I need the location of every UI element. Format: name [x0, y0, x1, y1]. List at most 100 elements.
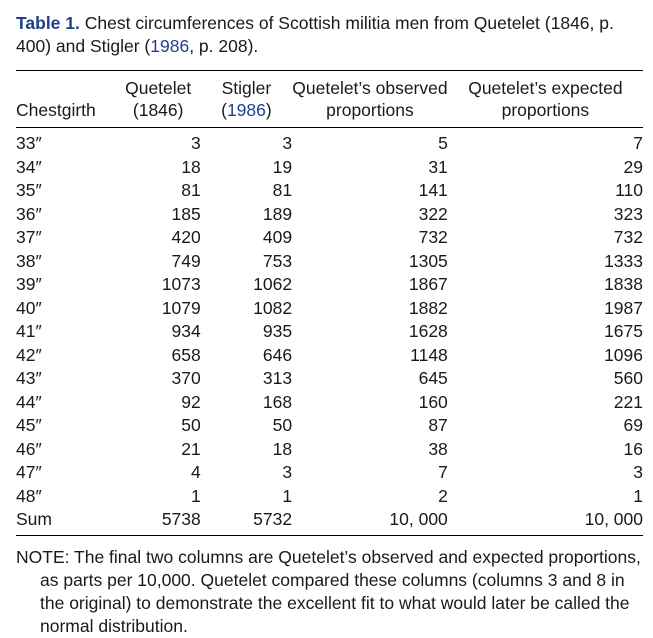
cell-stigler: 1082: [253, 297, 293, 318]
cell-stigler: 50: [272, 415, 293, 435]
cell-chestgirth: 40″: [16, 297, 42, 318]
top-rule: [16, 70, 643, 71]
cell-chestgirth: 39″: [16, 274, 42, 294]
header-quetelet: Quetelet (1846): [116, 71, 201, 127]
header-chestgirth-text: Chestgirth: [16, 100, 96, 120]
cell-expected: 560: [613, 368, 643, 388]
table-row: 44″ 92 168 160 221: [16, 391, 643, 415]
cell-observed: 10, 000: [389, 509, 448, 529]
cell-expected: 110: [615, 180, 643, 200]
cell-expected: 1987: [604, 297, 643, 318]
cell-observed: 5: [438, 133, 448, 153]
cell-chestgirth: 33″: [16, 133, 42, 153]
table-row: 34″ 18 19 31 29: [16, 156, 643, 180]
cell-observed: 1882: [408, 297, 448, 318]
table-note: NOTE: The final two columns are Quetelet…: [16, 546, 643, 638]
cell-stigler: 18: [272, 438, 293, 459]
cell-stigler: 5732: [253, 509, 293, 529]
cell-expected: 1: [633, 485, 643, 506]
cell-stigler: 753: [262, 250, 293, 271]
chest-table-body: 33″ 3 3 5 7 34″ 18 19 31 29 35″ 81 81 141 110 36″ 185 189…: [16, 128, 643, 535]
cell-chestgirth: 43″: [16, 368, 42, 388]
cell-observed: 1148: [410, 344, 448, 365]
cell-quetelet: 18: [181, 156, 201, 177]
cell-chestgirth: Sum: [16, 509, 52, 529]
cell-expected: 1838: [604, 274, 643, 294]
cell-observed: 1305: [408, 250, 448, 271]
table-row: 37″ 420 409 732 732: [16, 226, 643, 250]
cell-observed: 645: [418, 368, 448, 388]
header-quetelet-line1: Quetelet: [125, 78, 192, 98]
bottom-rule: [16, 534, 643, 536]
caption-ref-link[interactable]: 1986: [150, 36, 190, 56]
cell-stigler: 1062: [253, 274, 293, 294]
cell-stigler: 1: [282, 485, 293, 506]
note-rest: as parts per 10,000. Quetelet compared t…: [40, 569, 630, 636]
cell-observed: 160: [418, 391, 448, 412]
header-expected-line2: proportions: [501, 100, 590, 120]
table-body: 33″ 3 3 5 7 34″ 18 19 31 29 35″ 81 81 141 110 36″ 185 189…: [16, 128, 643, 535]
table-row: 39″ 1073 1062 1867 1838: [16, 273, 643, 297]
caption-text-before: Chest circumferences of Scottish militia…: [16, 13, 614, 56]
cell-quetelet: 420: [171, 227, 201, 247]
cell-observed: 1867: [408, 274, 448, 294]
table-row: 33″ 3 3 5 7: [16, 128, 643, 156]
cell-expected: 221: [613, 391, 643, 412]
cell-quetelet: 370: [171, 368, 201, 388]
table-page: Table 1. Chest circumferences of Scottis…: [0, 12, 653, 636]
table-row: 48″ 1 1 2 1: [16, 485, 643, 509]
header-row: Chestgirth Quetelet (1846) Stigler (1986…: [16, 71, 643, 127]
table-row: 45″ 50 50 87 69: [16, 414, 643, 438]
cell-observed: 87: [428, 415, 448, 435]
cell-expected: 7: [633, 133, 643, 153]
cell-expected: 1096: [604, 344, 643, 365]
header-stigler: Stigler (1986): [201, 71, 292, 127]
cell-observed: 732: [418, 227, 448, 247]
table-label: Table 1.: [16, 13, 80, 33]
header-stigler-close-paren: ): [265, 100, 272, 120]
cell-observed: 31: [428, 156, 448, 177]
cell-chestgirth: 44″: [16, 391, 42, 412]
cell-quetelet: 934: [171, 321, 201, 341]
cell-quetelet: 81: [181, 180, 201, 200]
cell-quetelet: 1073: [161, 274, 201, 294]
header-stigler-ref-link[interactable]: 1986: [226, 100, 266, 120]
table-row: 35″ 81 81 141 110: [16, 179, 643, 203]
header-stigler-open-paren: (: [221, 100, 227, 120]
header-expected: Quetelet’s expected proportions: [448, 71, 643, 127]
header-chestgirth: Chestgirth: [16, 71, 116, 127]
cell-stigler: 19: [272, 156, 293, 177]
cell-expected: 69: [623, 415, 643, 435]
cell-expected: 29: [623, 156, 643, 177]
cell-observed: 38: [428, 438, 448, 459]
cell-observed: 2: [438, 485, 448, 506]
header-observed-line1: Quetelet’s observed: [292, 78, 448, 98]
cell-chestgirth: 42″: [16, 344, 42, 365]
header-observed: Quetelet’s observed proportions: [292, 71, 448, 127]
cell-stigler: 313: [262, 368, 293, 388]
cell-chestgirth: 37″: [16, 227, 42, 247]
cell-expected: 16: [623, 438, 643, 459]
cell-chestgirth: 34″: [16, 156, 42, 177]
cell-quetelet: 658: [171, 344, 201, 365]
table-row: 40″ 1079 1082 1882 1987: [16, 297, 643, 321]
cell-chestgirth: 46″: [16, 438, 42, 459]
table-caption: Table 1. Chest circumferences of Scottis…: [16, 12, 643, 58]
caption-text-after: , p. 208).: [189, 36, 259, 56]
cell-expected: 3: [633, 462, 643, 482]
cell-stigler: 646: [262, 344, 293, 365]
header-stigler-line1: Stigler: [221, 78, 272, 98]
cell-stigler: 168: [262, 391, 293, 412]
cell-chestgirth: 41″: [16, 321, 42, 341]
cell-stigler: 935: [262, 321, 293, 341]
cell-quetelet: 1: [191, 485, 201, 506]
cell-observed: 1628: [408, 321, 448, 341]
cell-chestgirth: 48″: [16, 485, 42, 506]
table-row: 43″ 370 313 645 560: [16, 367, 643, 391]
cell-quetelet: 185: [171, 203, 201, 224]
table-row: 38″ 749 753 1305 1333: [16, 250, 643, 274]
cell-observed: 322: [418, 203, 448, 224]
cell-chestgirth: 35″: [16, 180, 42, 200]
cell-stigler: 3: [282, 462, 293, 482]
cell-expected: 323: [613, 203, 643, 224]
